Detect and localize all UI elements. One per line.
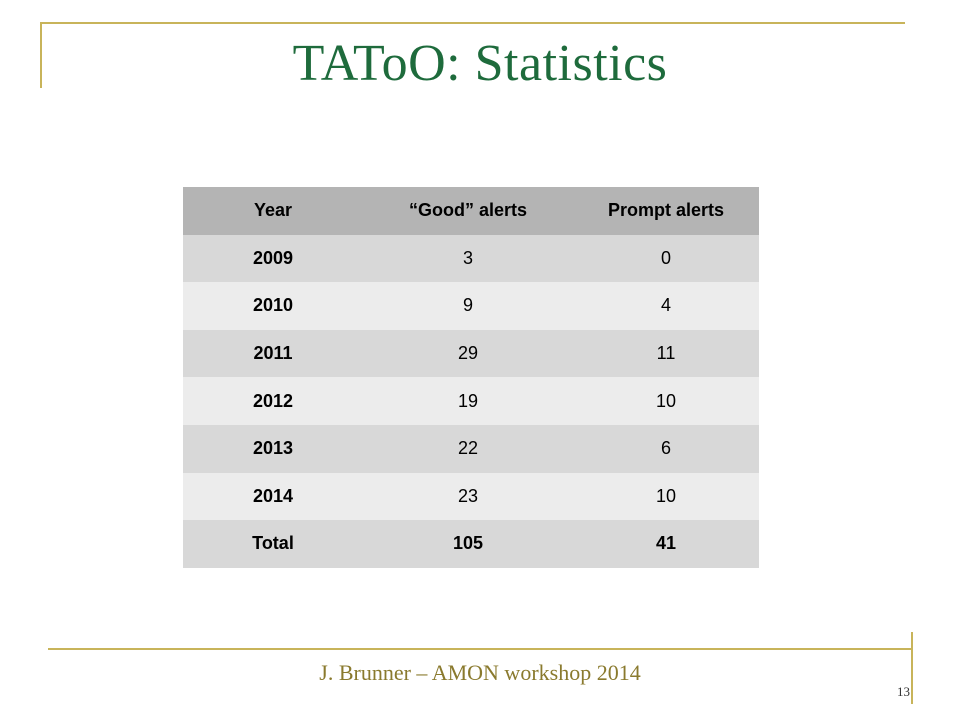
cell-good-alerts: 3 [363,234,573,283]
cell-prompt-alerts: 4 [573,282,759,330]
header-good-alerts: “Good” alerts [363,187,573,235]
frame-bottom-line [48,648,913,650]
cell-good-alerts: 23 [363,472,573,521]
table-row: 2014 23 10 [183,472,759,521]
cell-prompt-alerts: 11 [573,329,759,378]
cell-year: 2010 [183,282,363,330]
cell-prompt-alerts: 0 [573,234,759,283]
cell-year: 2012 [183,377,363,425]
cell-prompt-alerts: 6 [573,424,759,473]
table-row: 2013 22 6 [183,424,759,473]
table-row: 2012 19 10 [183,377,759,425]
cell-year: 2009 [183,234,363,283]
cell-good-alerts: 9 [363,282,573,330]
cell-total-label: Total [183,520,363,568]
cell-good-alerts: 22 [363,424,573,473]
table-total-row: Total 105 41 [183,520,759,568]
table-row: 2009 3 0 [183,234,759,283]
header-year: Year [183,187,363,235]
header-prompt-alerts: Prompt alerts [573,187,759,235]
cell-good-alerts: 19 [363,377,573,425]
table-row: 2010 9 4 [183,282,759,330]
cell-year: 2011 [183,329,363,378]
cell-total-prompt-alerts: 41 [573,520,759,568]
frame-left-line [40,22,42,88]
cell-good-alerts: 29 [363,329,573,378]
table-row: 2011 29 11 [183,329,759,378]
statistics-table: Year “Good” alerts Prompt alerts 2009 3 … [183,187,759,568]
cell-prompt-alerts: 10 [573,377,759,425]
page-number: 13 [897,684,910,699]
slide-footer: J. Brunner – AMON workshop 2014 [319,660,641,685]
frame-right-line [911,632,913,704]
cell-year: 2013 [183,424,363,473]
frame-top-line [40,22,905,24]
cell-year: 2014 [183,472,363,521]
cell-total-good-alerts: 105 [363,520,573,568]
cell-prompt-alerts: 10 [573,472,759,521]
table-header-row: Year “Good” alerts Prompt alerts [183,187,759,235]
slide-title: TAToO: Statistics [292,35,668,92]
